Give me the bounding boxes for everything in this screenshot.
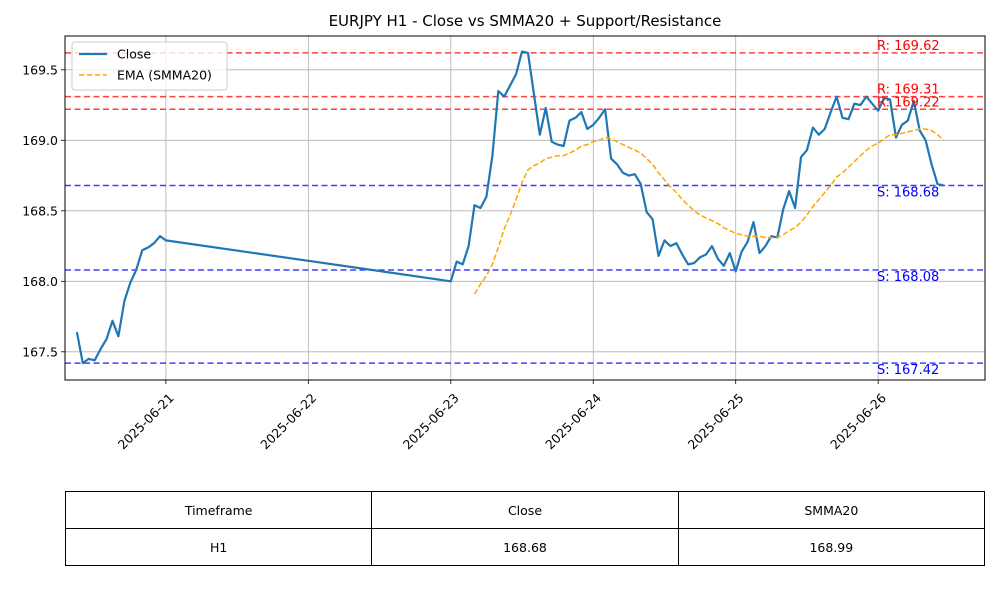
axis-ticks: 2025-06-21 2025-06-22 2025-06-23 2025-06-24… (22, 62, 889, 452)
table-cell: 168.99 (677, 528, 986, 566)
y-tick-label: 167.5 (22, 344, 58, 359)
legend: Close EMA (SMMA20) (71, 41, 228, 91)
resistance-level-label: R: 169.31 (877, 83, 940, 98)
x-tick-label: 2025-06-22 (257, 390, 319, 452)
support-level-label: S: 167.42 (877, 363, 939, 378)
chart-title: EURJPY H1 - Close vs SMMA20 + Support/Re… (329, 12, 722, 30)
legend-box (71, 41, 228, 91)
table-cell: H1 (64, 528, 373, 566)
x-tick-label: 2025-06-26 (827, 390, 889, 452)
support-resistance-levels (65, 52, 985, 364)
smma20-line (473, 128, 945, 295)
table-header-cell: Close (371, 491, 679, 529)
plot-frame (64, 35, 986, 381)
table-cell: 168.68 (371, 528, 679, 566)
x-tick-label: 2025-06-24 (542, 390, 604, 452)
x-tick-label: 2025-06-25 (685, 390, 747, 452)
y-tick-label: 168.0 (22, 274, 58, 289)
series-lines (75, 50, 945, 365)
x-tick-label: 2025-06-21 (115, 390, 177, 452)
table-header-cell: SMMA20 (677, 491, 986, 529)
legend-label-close: Close (117, 47, 151, 62)
level-labels: R: 169.62 R: 169.31R: 169.22 S: 168.68 S: 1… (877, 39, 940, 378)
table-row: H1 168.68 168.99 (64, 528, 986, 566)
table-header-cell: Timeframe (64, 491, 373, 529)
resistance-level-label: R: 169.62 (877, 39, 940, 54)
support-level-label: S: 168.68 (877, 185, 939, 200)
resistance-level-label: R: 169.22 (877, 95, 940, 110)
y-tick-label: 169.5 (22, 62, 58, 77)
y-tick-label: 169.0 (22, 133, 58, 148)
legend-label-smma20: EMA (SMMA20) (117, 68, 212, 83)
summary-table: Timeframe Close SMMA20 H1 168.68 168.99 (64, 491, 986, 566)
support-level-label: S: 168.08 (877, 270, 939, 285)
x-tick-label: 2025-06-23 (400, 390, 462, 452)
chart: EURJPY H1 - Close vs SMMA20 + Support/Re… (22, 12, 986, 452)
y-tick-label: 168.5 (22, 203, 58, 218)
close-price-line (75, 50, 944, 365)
table-header-row: Timeframe Close SMMA20 (64, 491, 986, 529)
